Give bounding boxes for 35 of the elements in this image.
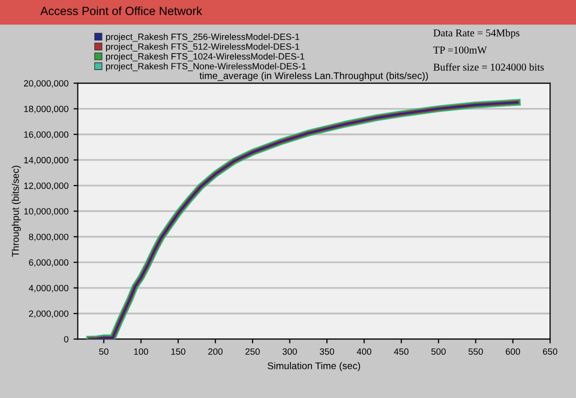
y-tick-label: 14,000,000 bbox=[24, 156, 68, 164]
x-tick-label: 650 bbox=[543, 348, 558, 355]
text: Data Rate = 54Mbps bbox=[433, 29, 520, 39]
legend-label: project_Rakesh FTS_None-WirelessModel-DES-1 bbox=[106, 62, 306, 72]
legend-label: project_Rakesh FTS_512-WirelessModel-DES-1 bbox=[106, 43, 300, 52]
x-tick-label: 250 bbox=[245, 348, 260, 355]
x-tick-label: 300 bbox=[282, 348, 297, 355]
y-tick-label: 16,000,000 bbox=[24, 131, 68, 139]
x-tick-label: 100 bbox=[134, 348, 148, 355]
y-tick-label: 6,000,000 bbox=[29, 259, 68, 267]
y-tick-label: 20,000,000 bbox=[24, 80, 68, 88]
y-tick-label: 0 bbox=[64, 336, 68, 342]
text: TP =100mW bbox=[433, 46, 487, 54]
text: Buffer size = 1024000 bits bbox=[433, 63, 544, 71]
x-tick-label: 350 bbox=[320, 348, 334, 355]
y-tick-label: 2,000,000 bbox=[29, 310, 68, 318]
y-tick-label: 10,000,000 bbox=[24, 208, 68, 216]
y-tick-label: 12,000,000 bbox=[24, 182, 68, 190]
legend-label: project_Rakesh FTS_1024-WirelessModel-DES-1 bbox=[106, 52, 304, 62]
x-tick-label: 600 bbox=[506, 348, 520, 355]
x-tick-label: 200 bbox=[208, 348, 223, 355]
y-tick-label: 4,000,000 bbox=[28, 284, 68, 292]
chart-subtitle: time_average (in Wireless Lan.Throughput (bits/sec)) bbox=[200, 72, 428, 82]
x-axis-title: Simulation Time (sec) bbox=[268, 362, 360, 372]
chart-title: Access Point of Office Network bbox=[40, 6, 202, 16]
x-tick-label: 400 bbox=[356, 348, 372, 355]
y-tick-label: 18,000,000 bbox=[24, 106, 68, 114]
y-tick-label: 8,000,000 bbox=[28, 234, 68, 242]
x-tick-label: 450 bbox=[394, 348, 408, 355]
x-tick-label: 150 bbox=[171, 348, 186, 355]
x-tick-label: 550 bbox=[468, 348, 483, 355]
x-tick-label: 500 bbox=[431, 348, 446, 355]
x-tick-label: 50 bbox=[99, 348, 108, 355]
y-axis-title: Throughput (bits/sec) bbox=[12, 166, 21, 257]
legend-label: project_Rakesh FTS_256-WirelessModel-DES-1 bbox=[106, 33, 300, 42]
